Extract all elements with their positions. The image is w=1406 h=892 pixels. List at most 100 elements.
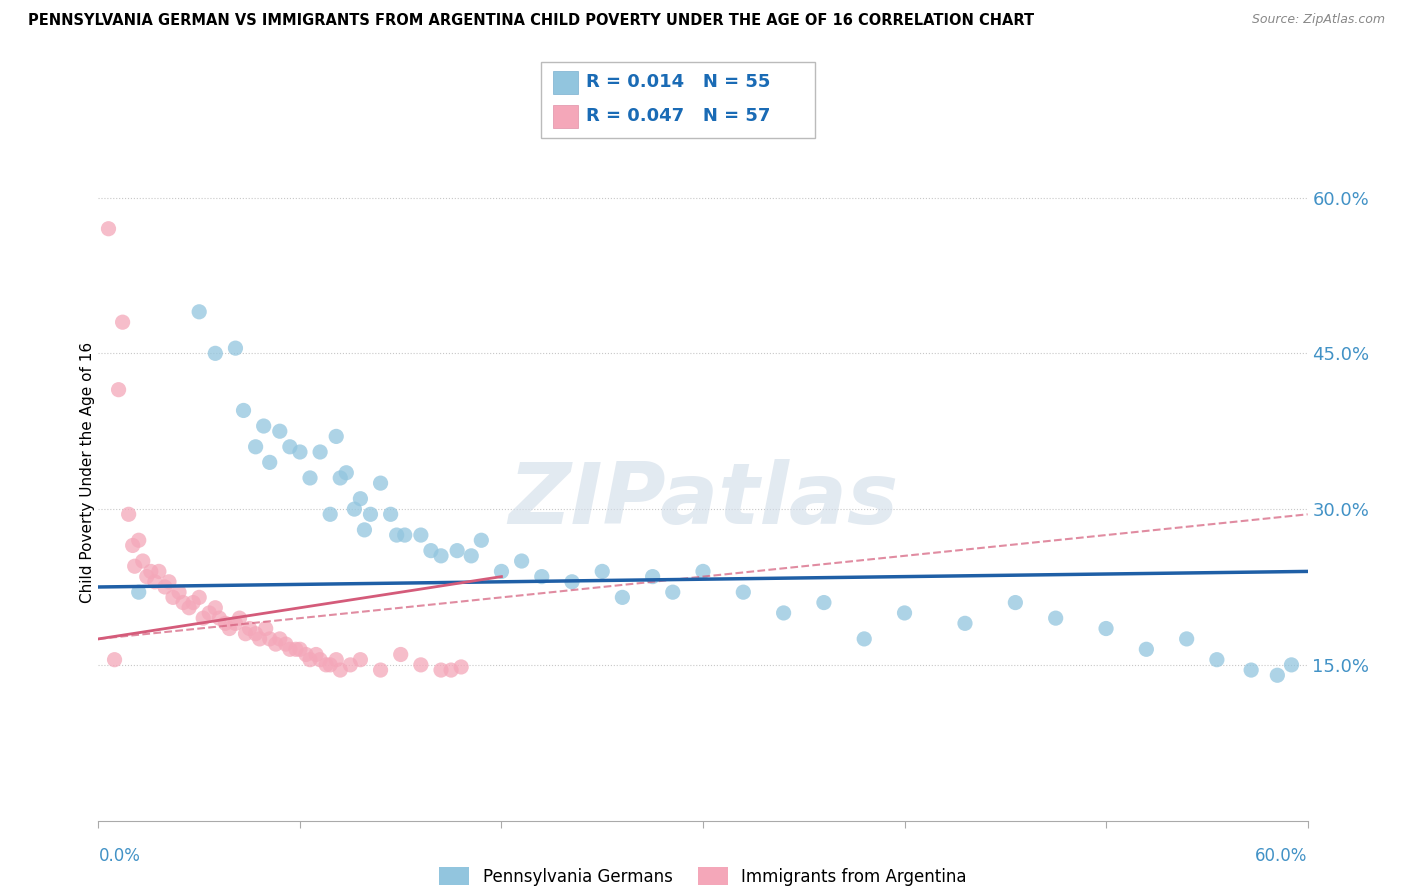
Point	[309, 653, 332, 667]
Point	[813, 596, 835, 610]
Point	[179, 600, 201, 615]
Point	[772, 606, 794, 620]
Point	[349, 653, 371, 667]
Point	[409, 528, 432, 542]
Point	[107, 383, 129, 397]
Point	[430, 663, 453, 677]
Point	[491, 565, 513, 579]
Point	[128, 585, 150, 599]
Point	[118, 508, 141, 522]
Point	[446, 543, 468, 558]
Point	[162, 591, 184, 605]
Legend: Pennsylvania Germans, Immigrants from Argentina: Pennsylvania Germans, Immigrants from Ar…	[433, 861, 973, 892]
Point	[121, 538, 143, 552]
Point	[440, 663, 463, 677]
Point	[329, 663, 352, 677]
Point	[188, 591, 211, 605]
Point	[319, 508, 342, 522]
Point	[394, 528, 416, 542]
Point	[214, 616, 236, 631]
Point	[299, 653, 322, 667]
Text: R = 0.047   N = 57: R = 0.047 N = 57	[586, 107, 770, 125]
Point	[893, 606, 915, 620]
Point	[380, 508, 402, 522]
Point	[450, 660, 472, 674]
Point	[953, 616, 976, 631]
Point	[135, 569, 157, 583]
Point	[208, 611, 231, 625]
Point	[510, 554, 533, 568]
Point	[591, 565, 613, 579]
Text: Source: ZipAtlas.com: Source: ZipAtlas.com	[1251, 13, 1385, 27]
Point	[188, 305, 211, 319]
Point	[111, 315, 134, 329]
Point	[232, 403, 254, 417]
Point	[245, 440, 267, 454]
Point	[370, 663, 392, 677]
Point	[1281, 657, 1303, 672]
Point	[224, 341, 246, 355]
Text: 60.0%: 60.0%	[1256, 847, 1308, 864]
Point	[278, 642, 301, 657]
Point	[1267, 668, 1289, 682]
Point	[139, 565, 162, 579]
Point	[329, 471, 352, 485]
Point	[278, 440, 301, 454]
Point	[269, 632, 291, 646]
Point	[853, 632, 876, 646]
Point	[288, 642, 311, 657]
Point	[204, 600, 226, 615]
Point	[1175, 632, 1198, 646]
Point	[1135, 642, 1157, 657]
Point	[430, 549, 453, 563]
Point	[325, 429, 347, 443]
Point	[269, 424, 291, 438]
Point	[143, 574, 166, 589]
Point	[305, 648, 328, 662]
Point	[264, 637, 287, 651]
Point	[315, 657, 337, 672]
Point	[288, 445, 311, 459]
Point	[335, 466, 357, 480]
Point	[193, 611, 215, 625]
Point	[157, 574, 180, 589]
Point	[1240, 663, 1263, 677]
Point	[349, 491, 371, 506]
Point	[733, 585, 755, 599]
Text: 0.0%: 0.0%	[98, 847, 141, 864]
Point	[561, 574, 583, 589]
Point	[259, 455, 281, 469]
Point	[1095, 622, 1118, 636]
Point	[353, 523, 375, 537]
Point	[460, 549, 482, 563]
Point	[662, 585, 685, 599]
Point	[253, 419, 276, 434]
Point	[254, 622, 277, 636]
Point	[339, 657, 361, 672]
Point	[132, 554, 155, 568]
Point	[235, 626, 257, 640]
Point	[148, 565, 170, 579]
Point	[641, 569, 664, 583]
Point	[198, 606, 221, 620]
Point	[245, 626, 267, 640]
Point	[224, 616, 246, 631]
Point	[172, 596, 194, 610]
Point	[259, 632, 281, 646]
Point	[370, 476, 392, 491]
Point	[319, 657, 342, 672]
Point	[128, 533, 150, 548]
Point	[153, 580, 176, 594]
Point	[181, 596, 204, 610]
Point	[228, 611, 250, 625]
Point	[343, 502, 366, 516]
Point	[167, 585, 190, 599]
Point	[470, 533, 492, 548]
Point	[612, 591, 634, 605]
Point	[239, 622, 262, 636]
Point	[309, 445, 332, 459]
Text: ZIPatlas: ZIPatlas	[508, 459, 898, 542]
Point	[1206, 653, 1229, 667]
Point	[249, 632, 271, 646]
Point	[103, 653, 125, 667]
